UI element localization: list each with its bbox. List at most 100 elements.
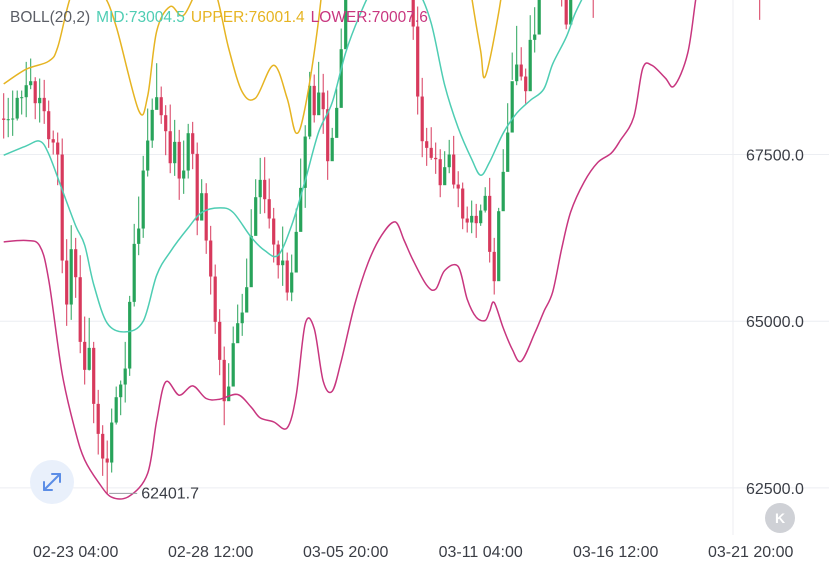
candle bbox=[60, 138, 64, 274]
candle bbox=[11, 90, 15, 136]
candle bbox=[533, 7, 537, 53]
candle-body bbox=[434, 157, 438, 160]
candle bbox=[452, 135, 456, 189]
candle-body bbox=[74, 249, 78, 278]
candle bbox=[42, 79, 46, 124]
candle bbox=[182, 140, 186, 194]
candle-body bbox=[456, 184, 460, 189]
k-line-button[interactable]: K bbox=[765, 503, 795, 533]
candle-body bbox=[110, 422, 114, 463]
candle-body bbox=[69, 249, 73, 305]
candle bbox=[101, 425, 105, 476]
candle-body bbox=[537, 0, 541, 35]
candle bbox=[339, 28, 343, 108]
legend-lower: LOWER:70007.6 bbox=[310, 9, 428, 26]
candle-body bbox=[267, 199, 271, 219]
grid-lines bbox=[0, 0, 829, 535]
candle bbox=[47, 100, 51, 148]
candle-body bbox=[29, 81, 33, 86]
candle bbox=[344, 0, 348, 50]
candle-body bbox=[303, 136, 307, 188]
candle bbox=[465, 206, 469, 233]
candle bbox=[38, 78, 42, 123]
candle-body bbox=[258, 179, 262, 198]
candle bbox=[303, 125, 307, 208]
lower-band-line bbox=[3, 0, 697, 500]
candle-body bbox=[182, 170, 186, 179]
candle-body bbox=[272, 218, 276, 245]
candle bbox=[434, 142, 438, 174]
candle-body bbox=[312, 85, 316, 116]
candle bbox=[191, 121, 195, 170]
candle bbox=[141, 155, 145, 238]
candle-body bbox=[447, 154, 451, 168]
candle-body bbox=[83, 341, 87, 370]
expand-arrows-icon bbox=[43, 473, 61, 491]
candle bbox=[537, 0, 541, 35]
candle bbox=[443, 151, 447, 186]
legend-mid: MID:73004.5 bbox=[96, 9, 185, 26]
candle-body bbox=[78, 277, 82, 342]
candle-body bbox=[114, 397, 118, 423]
y-tick-label: 65000.0 bbox=[746, 314, 804, 331]
candle bbox=[492, 237, 496, 295]
candle bbox=[267, 178, 271, 229]
y-tick-label: 62500.0 bbox=[746, 481, 804, 498]
candle-body bbox=[335, 107, 339, 138]
candle bbox=[177, 129, 181, 200]
x-tick-label: 03-05 20:00 bbox=[303, 544, 389, 561]
x-axis: 02-23 04:00 02-28 12:00 03-05 20:00 03-11 0… bbox=[33, 544, 794, 561]
candle bbox=[759, 0, 761, 20]
candle bbox=[519, 47, 523, 81]
candle-body bbox=[33, 81, 37, 104]
candle bbox=[506, 103, 510, 172]
candle-body bbox=[452, 154, 456, 185]
candle bbox=[281, 226, 285, 286]
candle bbox=[168, 104, 172, 174]
candle-body bbox=[416, 26, 420, 97]
candle-body bbox=[42, 97, 46, 112]
candle-body bbox=[222, 359, 226, 402]
candle-body bbox=[317, 92, 321, 116]
candle bbox=[515, 25, 519, 86]
candle bbox=[29, 58, 33, 90]
candle bbox=[186, 123, 190, 179]
candle bbox=[2, 93, 6, 139]
candle bbox=[561, 0, 563, 7]
candle-body bbox=[87, 347, 91, 370]
candle-body bbox=[105, 458, 109, 463]
candle bbox=[110, 408, 114, 473]
candle bbox=[497, 207, 501, 282]
candle-body bbox=[308, 85, 312, 137]
candle-body bbox=[20, 97, 24, 99]
candle bbox=[146, 108, 150, 177]
candle-body bbox=[15, 97, 19, 119]
candle bbox=[132, 223, 136, 307]
candle-body bbox=[137, 228, 141, 244]
candle-body bbox=[132, 243, 136, 302]
candle bbox=[227, 363, 231, 402]
candle-body bbox=[420, 96, 424, 142]
candle-body bbox=[506, 132, 510, 172]
candle bbox=[65, 239, 69, 326]
candle-body bbox=[209, 240, 213, 277]
x-tick-label: 03-21 20:00 bbox=[708, 544, 794, 561]
min-marker-label: 62401.7 bbox=[141, 485, 199, 502]
candle-body bbox=[564, 0, 568, 25]
candle-body bbox=[443, 167, 447, 186]
expand-button[interactable] bbox=[30, 460, 74, 504]
candle bbox=[204, 183, 208, 254]
candle-body bbox=[569, 0, 573, 25]
candle-body bbox=[321, 92, 325, 110]
candle-body bbox=[330, 137, 334, 162]
candle bbox=[528, 15, 532, 92]
candle bbox=[74, 237, 78, 298]
candle bbox=[150, 98, 154, 148]
candle bbox=[425, 127, 429, 166]
candle bbox=[137, 196, 141, 256]
candle bbox=[105, 440, 109, 495]
candle bbox=[209, 225, 213, 295]
candle bbox=[456, 171, 460, 208]
